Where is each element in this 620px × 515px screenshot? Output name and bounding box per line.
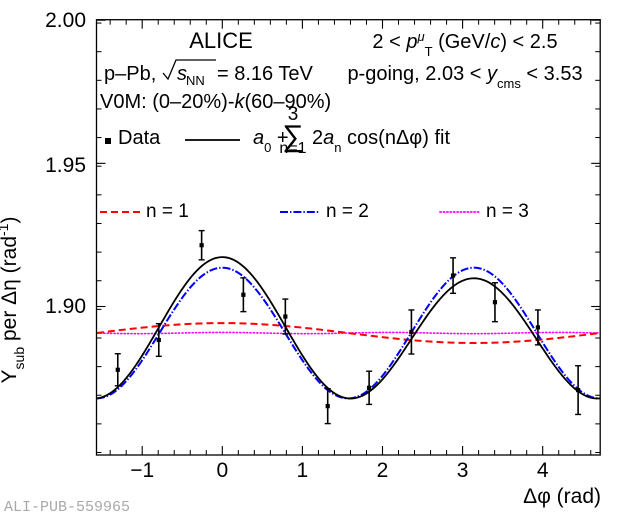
svg-text:n = 2: n = 2 — [326, 201, 369, 222]
svg-text:∑: ∑ — [282, 120, 303, 153]
svg-text:Data: Data — [118, 127, 161, 149]
svg-text:1.95: 1.95 — [45, 154, 86, 177]
svg-text:Ysub per Δη (rad-1): Ysub per Δη (rad-1) — [0, 217, 27, 384]
svg-text:p–Pb,: p–Pb, — [104, 63, 156, 85]
svg-text:−1: −1 — [130, 459, 154, 482]
svg-text:ALICE: ALICE — [189, 28, 253, 53]
svg-text:0: 0 — [216, 459, 228, 482]
svg-text:NN: NN — [186, 73, 205, 88]
svg-text:1: 1 — [297, 459, 309, 482]
svg-text:= 8.16 TeV: = 8.16 TeV — [217, 63, 313, 85]
svg-text:4: 4 — [537, 459, 549, 482]
svg-text:p-going, 2.03 < ycms < 3.53: p-going, 2.03 < ycms < 3.53 — [347, 63, 582, 91]
svg-text:2 < pμT (GeV/c) < 2.5: 2 < pμT (GeV/c) < 2.5 — [372, 29, 557, 59]
svg-text:2an cos(nΔφ) fit: 2an cos(nΔφ) fit — [312, 127, 450, 155]
svg-text:ALI-PUB-559965: ALI-PUB-559965 — [4, 499, 130, 515]
svg-text:n = 3: n = 3 — [486, 201, 529, 222]
svg-text:2: 2 — [377, 459, 389, 482]
svg-text:2.00: 2.00 — [45, 9, 86, 32]
svg-text:Δφ (rad): Δφ (rad) — [523, 485, 601, 508]
svg-text:3: 3 — [457, 459, 469, 482]
svg-text:n = 1: n = 1 — [146, 201, 189, 222]
svg-text:1.90: 1.90 — [45, 295, 86, 318]
